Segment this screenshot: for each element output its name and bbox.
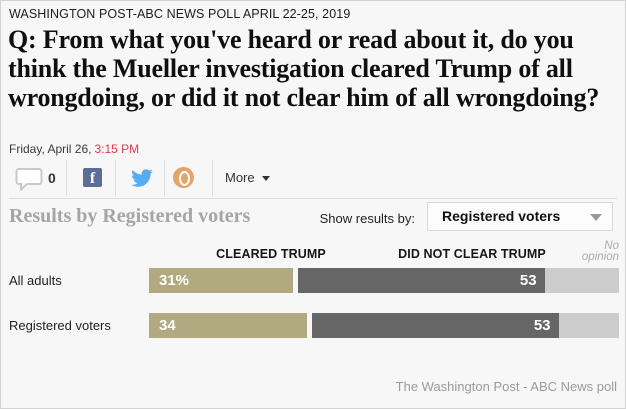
bar-segment-did-not-clear: 53 [298,268,545,293]
poll-question-title: Q: From what you've heard or read about … [8,25,600,112]
category-label: All adults [9,273,62,288]
poll-kicker: WASHINGTON POST-ABC NEWS POLL APRIL 22-2… [9,7,351,21]
share-button[interactable] [173,167,194,188]
bar-segment-no-opinion [558,313,619,338]
bar-row: Registered voters 34 53 [1,313,625,338]
date-text: Friday, April 26, [9,142,92,156]
column-header-no-opinion: No opinion [581,240,619,263]
divider [66,160,67,196]
category-label: Registered voters [9,318,111,333]
section-divider [9,198,617,199]
comment-bubble-icon [15,168,43,195]
dropdown-caret-icon [590,214,602,221]
bar-segment-cleared: 34 [149,313,308,338]
share-icon [179,171,190,186]
bar-segment-cleared: 31% [149,268,294,293]
dateline: Friday, April 26, 3:15 PM [9,142,139,156]
divider [164,160,165,196]
poll-results-chart: CLEARED TRUMP DID NOT CLEAR TRUMP No opi… [1,240,625,351]
divider [212,160,213,196]
more-button[interactable]: More [225,170,270,185]
twitter-icon [131,169,153,191]
chevron-down-icon [261,176,270,182]
bar-segment-did-not-clear: 53 [312,313,559,338]
bar-group: 31% 53 [149,268,619,293]
column-header-cleared: CLEARED TRUMP [216,247,326,261]
dropdown-selected-value: Registered voters [442,208,561,224]
time-text: 3:15 PM [94,142,140,156]
comment-count: 0 [48,170,56,186]
facebook-share-button[interactable]: f [83,168,102,187]
bar-group: 34 53 [149,313,619,338]
facebook-icon: f [89,170,96,187]
divider [115,160,116,196]
bar-row: All adults 31% 53 [1,268,625,293]
results-heading: Results by Registered voters [9,205,251,227]
bar-segment-no-opinion [544,268,619,293]
results-filter-dropdown[interactable]: Registered voters [427,202,613,231]
column-header-did-not-clear: DID NOT CLEAR TRUMP [398,247,546,261]
twitter-share-button[interactable] [131,169,153,192]
social-toolbar: 0 f More [1,159,625,197]
more-label: More [225,170,255,185]
source-credit: The Washington Post - ABC News poll [395,379,617,394]
show-results-by-label: Show results by: [319,211,415,226]
comments-button[interactable] [15,167,43,196]
